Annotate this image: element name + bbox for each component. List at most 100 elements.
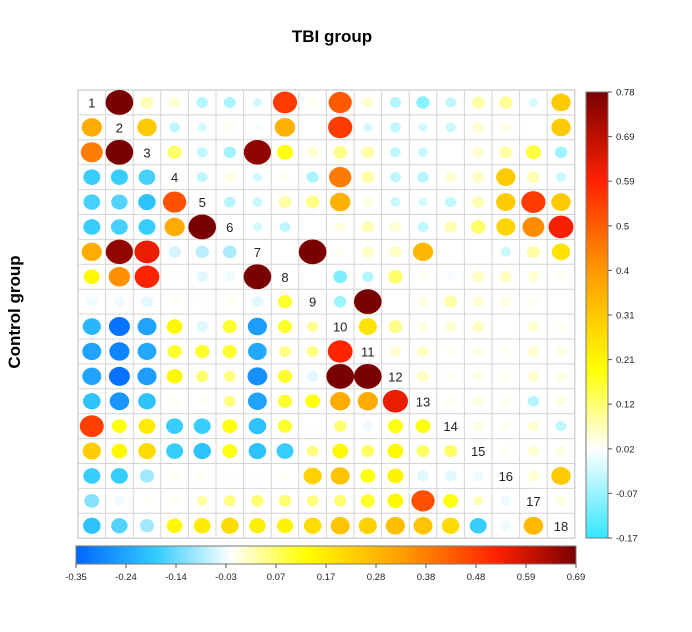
diagonal-label-1: 1 xyxy=(88,95,95,110)
correlation-cell-18-10 xyxy=(330,517,350,535)
correlation-cell-5-1 xyxy=(83,194,101,210)
diagonal-label-11: 11 xyxy=(361,344,375,359)
correlation-cell-1-3 xyxy=(140,96,154,109)
bottom-colorbar xyxy=(75,545,577,565)
correlation-cell-13-1 xyxy=(83,393,101,410)
correlation-cell-7-3 xyxy=(134,240,160,264)
correlation-cell-4-10 xyxy=(329,166,352,188)
correlation-cell-18-11 xyxy=(358,517,377,535)
correlation-cell-12-1 xyxy=(82,367,102,386)
correlation-cell-2-13 xyxy=(418,122,428,132)
correlation-cell-5-15 xyxy=(472,196,485,208)
correlation-cell-2-15 xyxy=(472,121,484,133)
correlation-cell-1-7 xyxy=(252,97,263,107)
correlation-cell-7-12 xyxy=(389,246,402,258)
correlation-cell-9-11 xyxy=(354,289,382,315)
correlation-cell-10-1 xyxy=(82,318,101,335)
correlation-cell-1-9 xyxy=(307,97,318,108)
diagonal-label-5: 5 xyxy=(199,195,206,210)
correlation-cell-16-1 xyxy=(83,468,101,484)
correlation-cell-13-7 xyxy=(247,392,267,410)
correlation-cell-4-3 xyxy=(138,169,156,185)
correlation-cell-9-3 xyxy=(141,296,153,308)
bottom-colorbar-tick-label: 0.38 xyxy=(417,572,436,583)
correlation-cell-9-6 xyxy=(225,297,235,307)
correlation-cell-6-4 xyxy=(164,217,185,237)
correlation-cell-9-13 xyxy=(417,296,429,307)
correlation-cell-11-15 xyxy=(472,346,484,357)
correlation-cell-11-7 xyxy=(248,342,267,361)
correlation-cell-5-7 xyxy=(252,197,263,207)
bottom-colorbar-tick-label: 0.17 xyxy=(317,572,336,583)
correlation-cell-11-16 xyxy=(500,346,511,357)
correlation-cell-3-11 xyxy=(361,146,375,159)
correlation-cell-16-14 xyxy=(444,470,457,482)
correlation-cell-17-4 xyxy=(169,496,180,506)
correlation-cell-14-13 xyxy=(415,419,431,434)
correlation-cell-9-5 xyxy=(196,296,208,307)
correlation-cell-12-17 xyxy=(527,370,540,382)
bottom-colorbar-tick-label: 0.28 xyxy=(367,572,386,583)
correlation-cell-1-8 xyxy=(272,91,298,114)
correlation-cell-2-16 xyxy=(500,122,512,133)
correlation-cell-3-6 xyxy=(223,146,236,159)
bottom-colorbar-tick-label: -0.35 xyxy=(65,572,87,583)
correlation-cell-7-1 xyxy=(81,242,102,262)
correlation-cell-3-4 xyxy=(167,145,182,159)
right-colorbar-tick-label: 0.59 xyxy=(616,177,635,188)
correlation-cell-4-16 xyxy=(496,168,516,187)
correlation-cell-3-9 xyxy=(306,146,319,158)
correlation-cell-12-8 xyxy=(277,369,293,383)
correlation-cell-9-2 xyxy=(113,296,125,307)
correlation-cell-15-2 xyxy=(111,443,128,459)
correlation-cell-18-12 xyxy=(385,516,405,535)
correlation-cell-13-12 xyxy=(382,389,408,413)
bottom-colorbar-tick-label: 0.48 xyxy=(467,572,486,583)
correlation-cell-14-5 xyxy=(193,418,211,434)
correlation-cell-7-6 xyxy=(222,245,237,259)
correlation-cell-13-14 xyxy=(445,396,456,407)
bottom-colorbar-ticks: -0.35 -0.24 -0.14 -0.03 0.07 0.17 0.28 0.38 0.48… xyxy=(65,564,585,583)
correlation-cell-6-17 xyxy=(522,217,545,237)
correlation-cell-14-1 xyxy=(79,415,104,438)
correlation-cell-12-18 xyxy=(555,371,567,382)
correlation-cell-8-10 xyxy=(333,270,348,284)
correlation-cell-16-7 xyxy=(252,470,263,481)
correlation-cell-14-8 xyxy=(277,419,293,433)
correlation-cell-10-14 xyxy=(444,321,457,332)
correlation-cell-13-18 xyxy=(555,396,567,407)
correlation-cell-17-16 xyxy=(500,495,512,507)
correlation-cell-7-9 xyxy=(298,239,327,265)
bottom-colorbar-tick-label: -0.14 xyxy=(165,572,187,583)
diagonal-label-18: 18 xyxy=(554,519,568,534)
correlation-cell-3-18 xyxy=(554,146,568,159)
correlation-cell-5-10 xyxy=(330,192,351,212)
correlation-cell-3-7 xyxy=(243,139,271,165)
right-colorbar-tick-label: 0.12 xyxy=(616,400,635,411)
correlation-cell-18-9 xyxy=(303,517,322,534)
correlation-cell-3-5 xyxy=(196,147,208,158)
correlation-cell-9-15 xyxy=(472,296,484,308)
correlation-cell-10-16 xyxy=(501,322,511,332)
correlation-cell-4-13 xyxy=(417,171,429,183)
correlation-cell-9-17 xyxy=(528,296,539,307)
correlation-cell-12-13 xyxy=(417,370,429,382)
correlation-cell-3-14 xyxy=(445,147,456,157)
correlation-cell-18-4 xyxy=(166,518,183,534)
correlation-cell-14-9 xyxy=(307,421,318,432)
correlation-cell-17-14 xyxy=(443,493,459,508)
correlation-cell-16-10 xyxy=(330,467,350,485)
bottom-colorbar-tick-label: 0.69 xyxy=(567,572,586,583)
correlation-cell-14-17 xyxy=(527,420,540,432)
correlation-cell-16-11 xyxy=(360,469,376,483)
correlation-cell-6-10 xyxy=(334,221,346,233)
correlation-cell-17-5 xyxy=(196,495,208,506)
correlation-cell-10-2 xyxy=(108,317,130,337)
correlation-cell-2-9 xyxy=(307,122,318,132)
correlation-cell-6-18 xyxy=(548,215,574,239)
correlation-cell-11-3 xyxy=(137,342,157,361)
correlation-cell-5-8 xyxy=(278,196,292,209)
correlation-cell-16-3 xyxy=(139,469,155,483)
correlation-cell-11-18 xyxy=(555,346,567,357)
correlation-cell-14-11 xyxy=(362,420,374,432)
